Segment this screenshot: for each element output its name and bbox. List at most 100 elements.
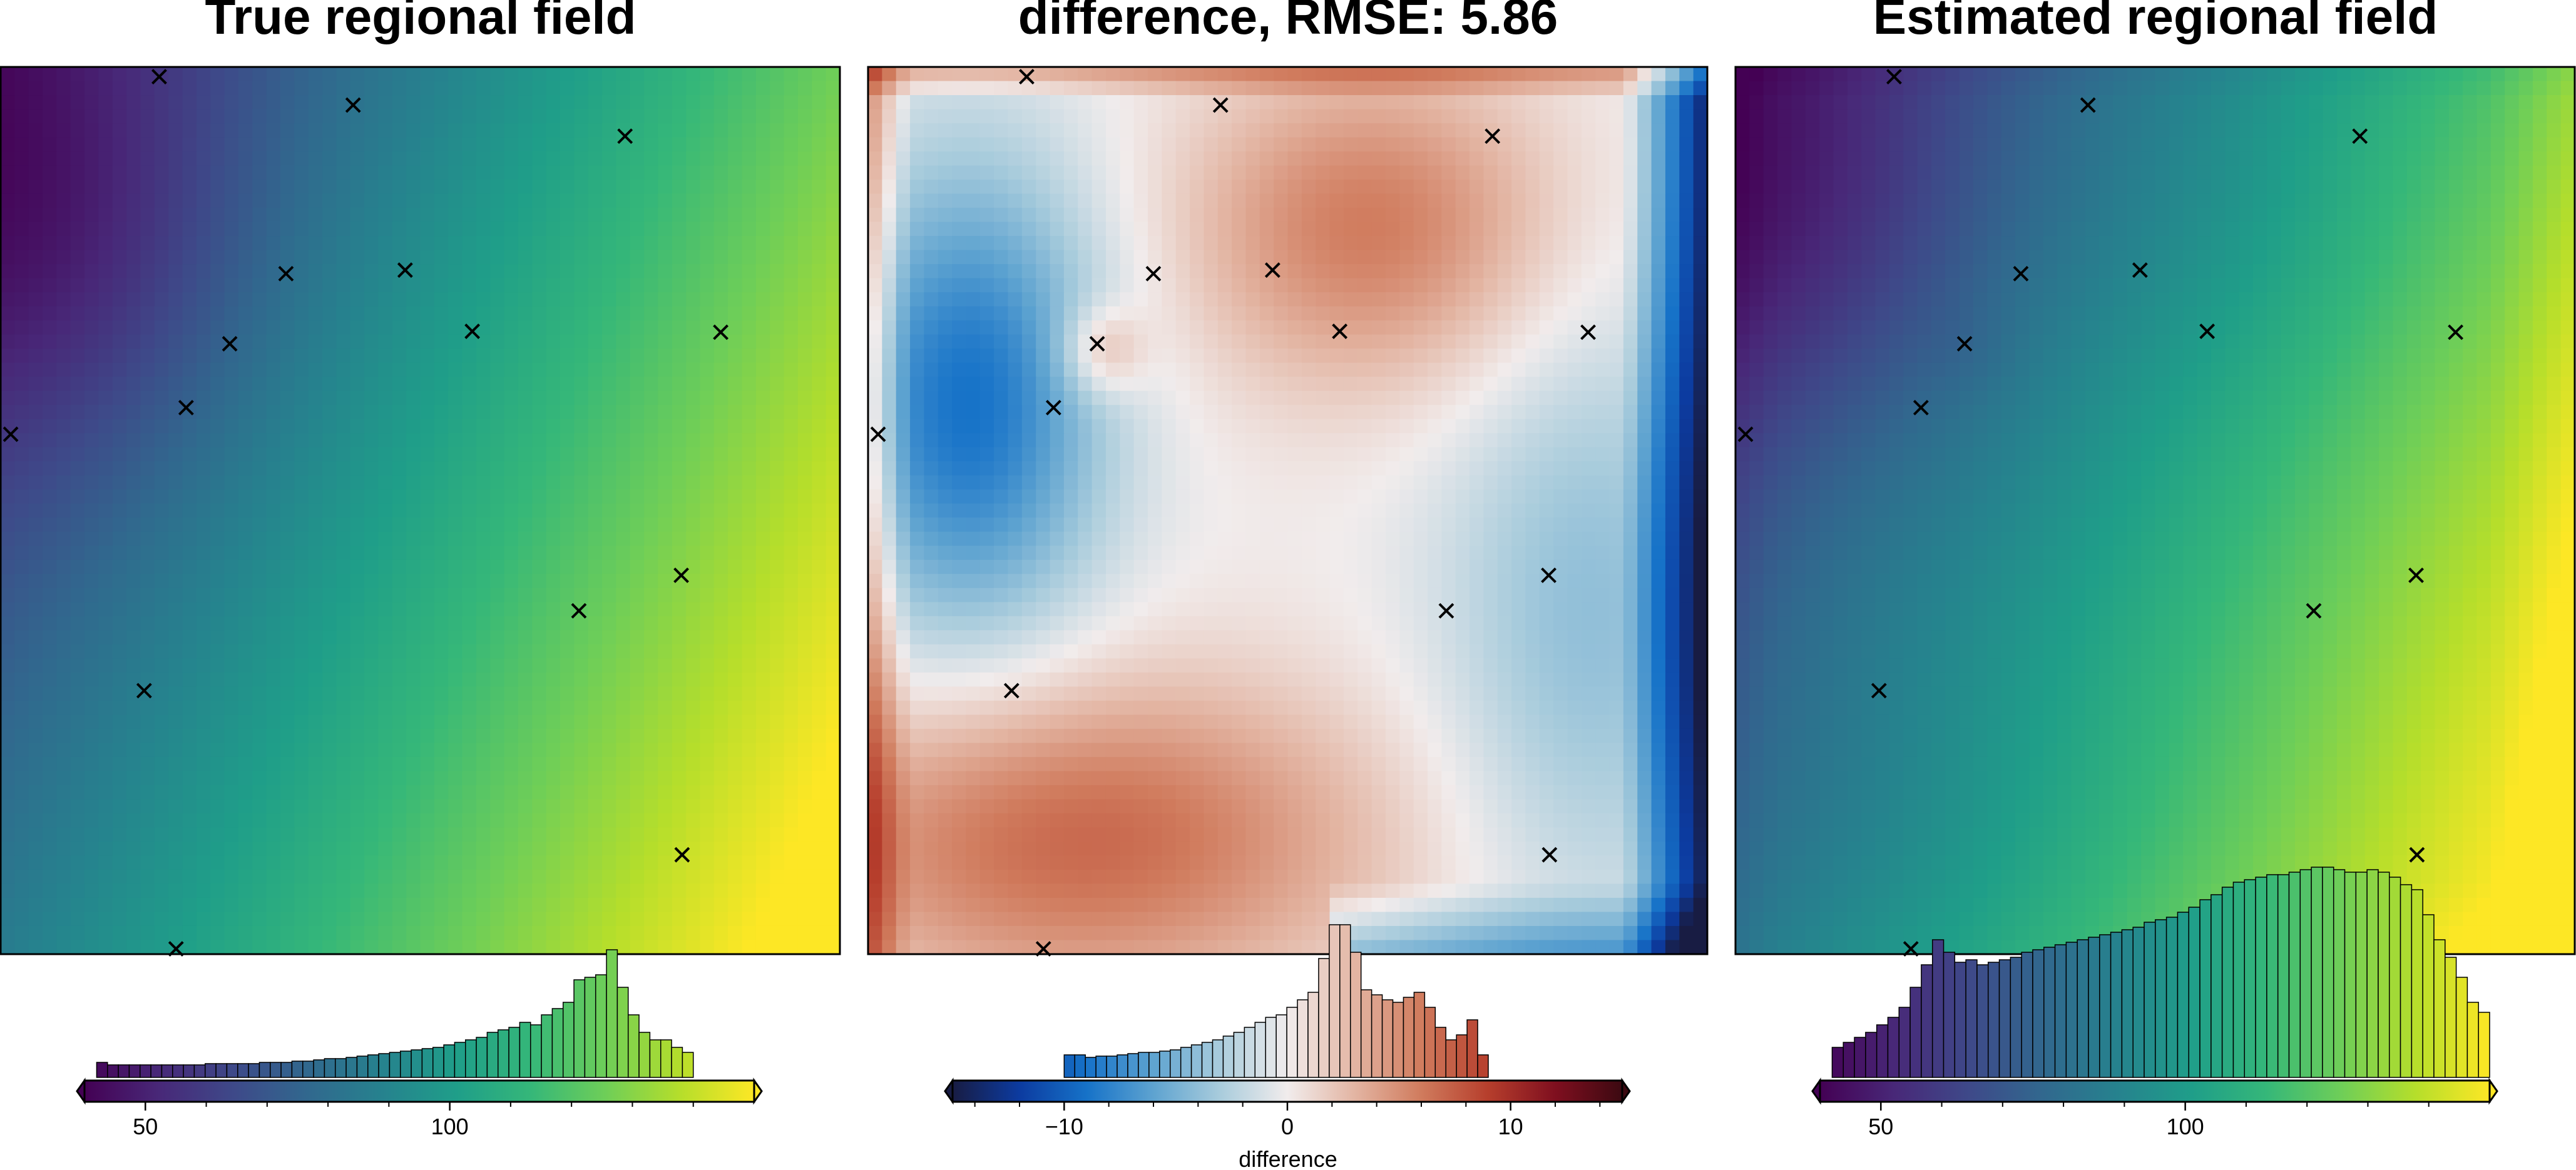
heatmap-cell	[1385, 81, 1401, 96]
heatmap-cell	[322, 151, 337, 166]
heatmap-cell	[14, 743, 29, 758]
heatmap-cell	[770, 348, 785, 364]
heatmap-cell	[462, 686, 477, 701]
heatmap-cell	[28, 869, 43, 885]
heatmap-cell	[700, 250, 715, 265]
histogram-bar	[421, 1048, 434, 1078]
heatmap-cell	[825, 377, 841, 392]
heatmap-cell	[392, 67, 407, 82]
heatmap-cell	[1329, 165, 1344, 180]
histogram-bar	[541, 1014, 553, 1078]
heatmap-cell	[224, 644, 239, 659]
heatmap-cell	[742, 531, 757, 547]
heatmap-cell	[1063, 137, 1079, 152]
heatmap-cell	[616, 715, 631, 730]
heatmap-cell	[1021, 193, 1036, 208]
heatmap-cell	[588, 447, 603, 462]
heatmap-cell	[1343, 320, 1359, 335]
heatmap-cell	[112, 221, 127, 237]
heatmap-cell	[392, 785, 407, 800]
heatmap-cell	[797, 109, 813, 124]
heatmap-cell	[196, 743, 212, 758]
heatmap-cell	[1385, 306, 1401, 321]
heatmap-cell	[56, 348, 71, 364]
heatmap-cell	[1595, 250, 1610, 265]
heatmap-cell	[797, 799, 813, 814]
heatmap-cell	[1120, 137, 1135, 152]
heatmap-cell	[378, 306, 393, 321]
heatmap-cell	[910, 95, 925, 110]
heatmap-cell	[168, 672, 183, 688]
heatmap-cell	[84, 743, 100, 758]
heatmap-cell	[630, 67, 645, 82]
heatmap-cell	[1525, 208, 1540, 223]
heatmap-cell	[420, 306, 435, 321]
heatmap-cell	[797, 785, 813, 800]
heatmap-cell	[616, 728, 631, 744]
heatmap-cell	[112, 546, 127, 561]
heatmap-cell	[797, 883, 813, 898]
heatmap-cell	[630, 925, 645, 941]
heatmap-cell	[504, 827, 519, 842]
sample-point-marker	[464, 323, 481, 339]
heatmap-cell	[252, 855, 267, 870]
heatmap-cell	[238, 334, 253, 349]
heatmap-cell	[868, 208, 883, 223]
heatmap-cell	[476, 531, 491, 547]
heatmap-cell	[1148, 306, 1163, 321]
heatmap-cell	[182, 559, 197, 575]
heatmap-cell	[140, 602, 155, 617]
heatmap-cell	[1091, 306, 1107, 321]
heatmap-cell	[350, 123, 365, 138]
heatmap-cell	[644, 419, 659, 434]
heatmap-cell	[1133, 250, 1148, 265]
heatmap-cell	[28, 180, 43, 195]
heatmap-cell	[825, 334, 841, 349]
heatmap-cell	[392, 883, 407, 898]
heatmap-cell	[797, 940, 813, 955]
heatmap-cell	[713, 531, 728, 547]
heatmap-cell	[448, 813, 463, 828]
heatmap-cell	[644, 475, 659, 491]
heatmap-cell	[1063, 250, 1079, 265]
heatmap-cell	[588, 658, 603, 673]
heatmap-cell	[308, 940, 323, 955]
heatmap-cell	[308, 855, 323, 870]
heatmap-cell	[1301, 95, 1316, 110]
heatmap-cell	[224, 419, 239, 434]
heatmap-cell	[154, 292, 169, 307]
heatmap-cell	[378, 109, 393, 124]
heatmap-cell	[196, 165, 212, 180]
heatmap-cell	[1, 81, 16, 96]
heatmap-cell	[797, 813, 813, 828]
heatmap-cell	[392, 221, 407, 237]
heatmap-cell	[70, 334, 85, 349]
heatmap-cell	[686, 306, 701, 321]
heatmap-cell	[154, 715, 169, 730]
heatmap-cell	[336, 574, 351, 589]
heatmap-cell	[476, 180, 491, 195]
heatmap-cell	[1036, 292, 1051, 307]
heatmap-cell	[1343, 109, 1359, 124]
heatmap-cell	[448, 475, 463, 491]
heatmap-cell	[1274, 250, 1289, 265]
heatmap-cell	[1357, 180, 1372, 195]
heatmap-cell	[532, 278, 547, 293]
heatmap-cell	[140, 827, 155, 842]
heatmap-cell	[825, 546, 841, 561]
heatmap-cell	[420, 756, 435, 772]
heatmap-cell	[294, 672, 309, 688]
heatmap-cell	[84, 869, 100, 885]
heatmap-cell	[546, 715, 561, 730]
heatmap-cell	[56, 362, 71, 377]
heatmap-cell	[952, 193, 967, 208]
heatmap-cell	[770, 912, 785, 927]
heatmap-cell	[462, 475, 477, 491]
heatmap-cell	[1091, 208, 1107, 223]
heatmap-cell	[896, 306, 911, 321]
heatmap-cell	[812, 658, 827, 673]
heatmap-cell	[504, 715, 519, 730]
heatmap-cell	[630, 362, 645, 377]
heatmap-cell	[658, 348, 673, 364]
heatmap-cell	[28, 292, 43, 307]
